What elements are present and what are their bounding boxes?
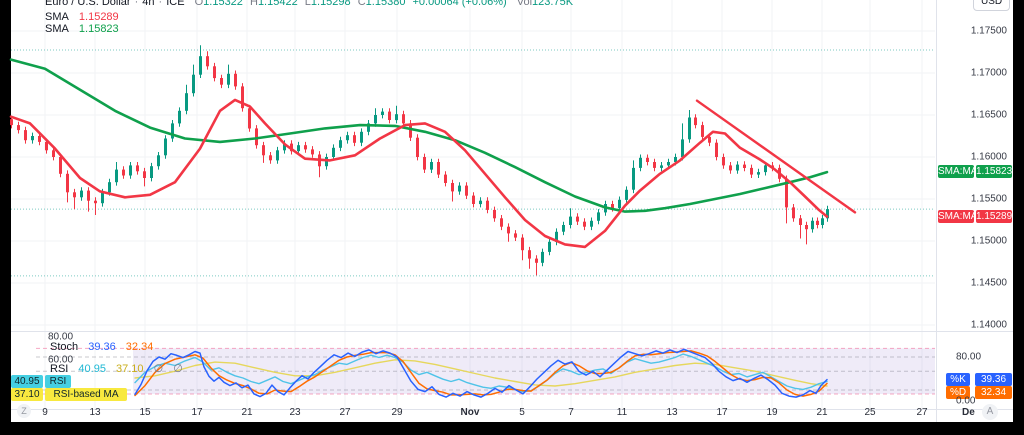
rsi-empty-glyph: ∅ [153,363,164,375]
price-axis-label: 1.14000 [970,319,1007,331]
price-axis-label: 1.14500 [970,277,1007,289]
osc-right-scale-label: 0.00 [956,395,976,407]
price-axis-label: 1.15000 [970,235,1007,247]
price-axis-divider [936,0,937,422]
stoch-d-axis-value-badge: 32.34 [975,385,1012,399]
time-axis[interactable]: 9 13 15 17 21 23 27 29 Nov 5 7 11 13 17 19 21 25 27 Dec [0,407,1013,422]
stoch-k-axis-label-badge: %K [946,372,970,386]
timezone-button[interactable]: Z [17,404,31,418]
auto-scale-button[interactable]: A [982,404,998,420]
time-axis-tick: 23 [289,407,301,418]
close-label: C [357,0,366,8]
sma-fast-axis-label-badge: SMA:MA [938,209,978,223]
rsi-ma-value: 37.10 [116,363,144,375]
rsi-ma-value-badge: 37.10 [11,388,43,402]
price-axis-label: 1.16500 [970,109,1007,121]
time-axis-tick: 29 [391,407,403,418]
rsi-legend-row[interactable]: RSI 40.95 37.10 ∅ ∅ [50,362,183,375]
rsi-label: RSI [50,363,69,375]
volume-label: Vol [516,0,533,8]
low-label: L [304,0,311,8]
rsi-empty-glyph: ∅ [173,363,183,375]
exchange-label: ICE [166,0,185,8]
rsi-label-badge: RSI [45,375,71,389]
symbol-legend-row[interactable]: Euro / U.S. Dollar · 4h · ICE O1.15322 H1.15… [45,0,573,8]
osc-left-scale-label: 60.00 [48,354,74,366]
open-label: O [194,0,204,8]
sma-slow-axis-value-badge: 1.15823 [976,164,1013,178]
sma-slow-value: 1.15823 [78,23,119,35]
open-value: 1.15322 [203,0,243,8]
interval-label: 4h [142,0,155,8]
pane-divider[interactable] [11,331,1013,332]
stoch-k-value: 39.36 [88,341,116,353]
chart-window [11,0,1013,422]
low-value: 1.15298 [310,0,351,8]
sma-slow-legend-row[interactable]: SMA 1.15823 [45,23,119,35]
stoch-label: Stoch [50,341,79,353]
time-axis-tick: 17 [716,407,728,418]
time-axis-tick: 27 [339,407,351,418]
time-axis-divider [11,409,1013,410]
time-axis-tick: 7 [568,407,574,418]
volume-value: 123.75K [532,0,574,8]
time-axis-tick: 13 [666,407,678,418]
time-axis-tick: 19 [766,407,778,418]
price-axis-label: 1.17500 [970,25,1007,37]
sma-fast-label: SMA [45,11,69,23]
stoch-legend-row[interactable]: Stoch 39.36 32.34 [50,341,153,353]
sma-fast-axis-value-badge: 1.15289 [976,209,1013,223]
high-value: 1.15422 [257,0,298,8]
change-value: +0.00064 (+0.06%) [412,0,507,8]
price-axis-label: 1.15500 [970,193,1007,205]
time-axis-tick: 11 [616,407,628,418]
sma-slow-label: SMA [45,23,69,35]
osc-left-scale-label: 80.00 [48,331,74,343]
time-axis-tick: 17 [191,407,203,418]
sma-fast-legend-row[interactable]: SMA 1.15289 [45,11,119,23]
stoch-k-axis-value-badge: 39.36 [975,372,1012,386]
rsi-ma-label-badge: RSI-based MA [45,388,127,402]
price-axis[interactable]: 1.17500 1.17000 1.16500 1.16000 1.15500 1.150… [937,0,1013,409]
currency-chip[interactable]: USD [973,0,1011,11]
sma-slow-axis-label-badge: SMA:MA [938,164,978,178]
time-axis-tick: 15 [139,407,151,418]
price-axis-label: 1.17000 [970,67,1007,79]
price-axis-label: 1.16000 [970,151,1007,163]
osc-right-scale-label: 80.00 [956,351,982,363]
high-label: H [249,0,258,8]
time-axis-tick: 5 [519,407,525,418]
time-axis-tick: 25 [864,407,876,418]
time-axis-tick: 9 [42,407,48,418]
stoch-d-value: 32.34 [125,341,154,353]
time-axis-tick: 13 [89,407,101,418]
time-axis-tick: 21 [241,407,253,418]
time-axis-tick: Dec [962,407,975,418]
rsi-value: 40.95 [78,363,106,375]
time-axis-tick: 27 [916,407,928,418]
sma-fast-value: 1.15289 [78,11,119,23]
time-axis-tick: Nov [460,407,480,418]
stoch-d-axis-label-badge: %D [946,385,970,399]
time-axis-tick: 21 [816,407,828,418]
rsi-value-badge: 40.95 [11,375,43,389]
close-value: 1.15380 [365,0,406,8]
symbol-title: Euro / U.S. Dollar [45,0,131,8]
